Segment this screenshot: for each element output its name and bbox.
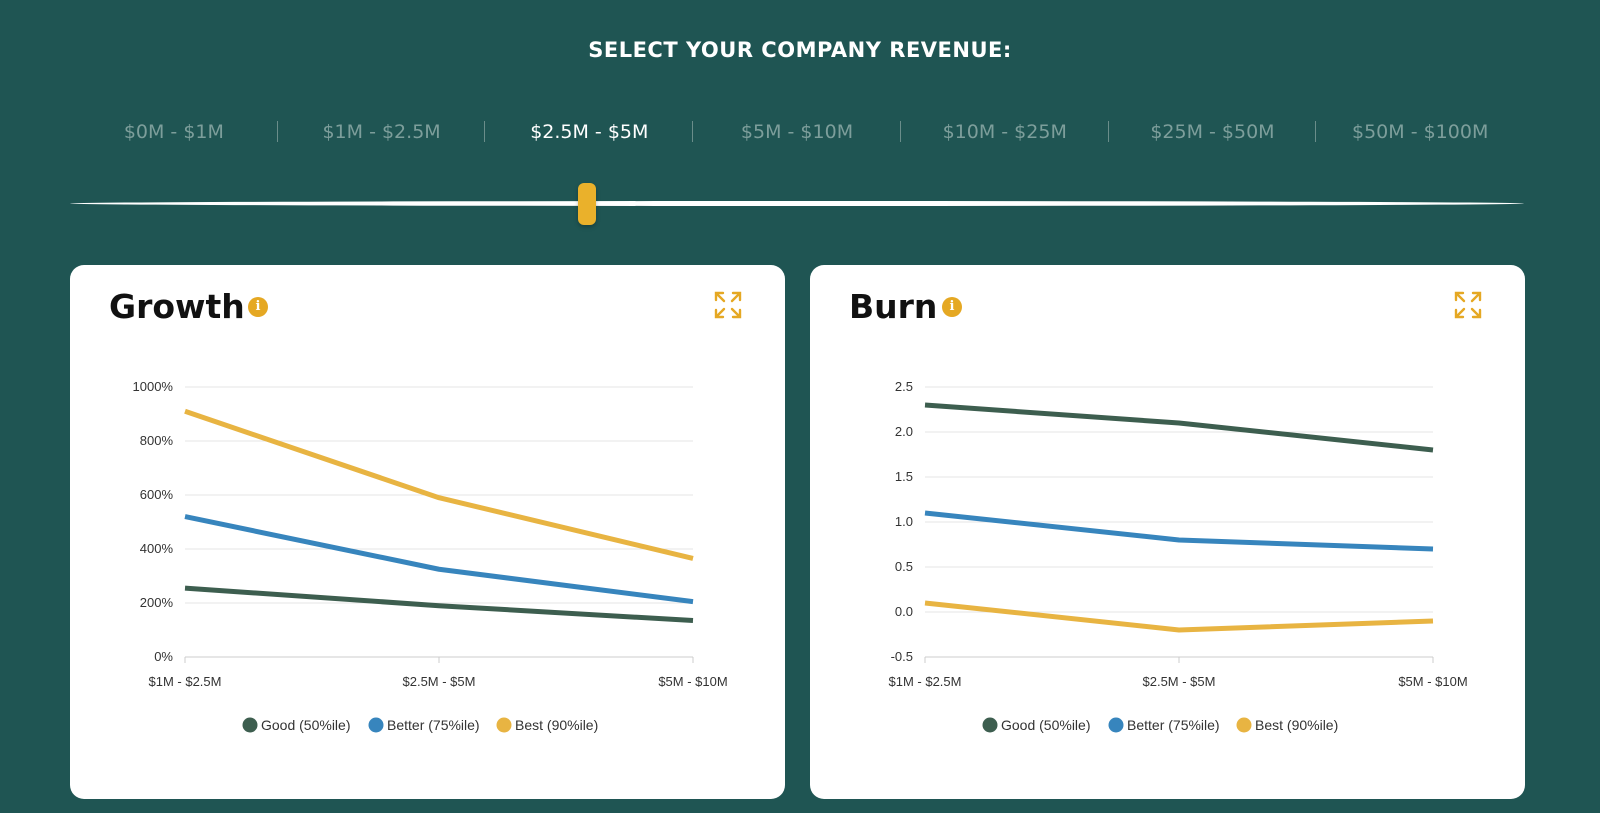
y-tick-label: 1.0 — [895, 514, 913, 529]
y-tick-label: 400% — [140, 541, 174, 556]
legend-marker[interactable] — [242, 717, 258, 733]
burn-card: Burn i -0.5 0.0 0.5 1.0 1.5 2.0 2.5 $1M - $2.5M… — [810, 265, 1525, 799]
legend-label[interactable]: Better (75%ile) — [387, 717, 480, 733]
y-tick-label: 600% — [140, 487, 174, 502]
x-tick-label: $1M - $2.5M — [149, 674, 222, 689]
y-tick-label: 1.5 — [895, 469, 913, 484]
legend-label[interactable]: Good (50%ile) — [261, 717, 351, 733]
revenue-range-list: $0M - $1M $1M - $2.5M $2.5M - $5M $5M - … — [70, 114, 1524, 150]
card-title: Burn — [849, 287, 938, 326]
info-icon[interactable]: i — [248, 297, 268, 317]
range-option[interactable]: $2.5M - $5M — [485, 114, 693, 150]
revenue-slider-track[interactable] — [70, 201, 1524, 206]
series-line[interactable] — [184, 408, 694, 561]
legend-marker[interactable] — [982, 717, 998, 733]
series-line[interactable] — [924, 402, 1434, 453]
y-tick-label: 800% — [140, 433, 174, 448]
y-tick-label: 0.0 — [895, 604, 913, 619]
legend-label[interactable]: Good (50%ile) — [1001, 717, 1091, 733]
legend-label[interactable]: Best (90%ile) — [515, 717, 598, 733]
series-line[interactable] — [184, 585, 694, 624]
legend-marker[interactable] — [1108, 717, 1124, 733]
range-option[interactable]: $25M - $50M — [1109, 114, 1317, 150]
y-tick-label: 2.5 — [895, 379, 913, 394]
legend-marker[interactable] — [368, 717, 384, 733]
x-tick-label: $2.5M - $5M — [1143, 674, 1216, 689]
card-title: Growth — [109, 287, 245, 326]
y-tick-label: 200% — [140, 595, 174, 610]
range-option[interactable]: $10M - $25M — [901, 114, 1109, 150]
y-tick-label: -0.5 — [891, 649, 913, 664]
revenue-slider-thumb[interactable] — [578, 183, 596, 225]
range-option[interactable]: $5M - $10M — [693, 114, 901, 150]
series-line[interactable] — [924, 510, 1434, 552]
legend-marker[interactable] — [1236, 717, 1252, 733]
x-tick-label: $2.5M - $5M — [403, 674, 476, 689]
growth-card: Growth i 0% 200% 400% 600% 800% 1000% $1M - $2… — [70, 265, 785, 799]
burn-chart: -0.5 0.0 0.5 1.0 1.5 2.0 2.5 $1M - $2.5M $2.5M -… — [889, 379, 1468, 733]
expand-icon[interactable] — [1453, 290, 1483, 320]
y-tick-label: 0% — [154, 649, 173, 664]
legend-label[interactable]: Best (90%ile) — [1255, 717, 1338, 733]
x-tick-label: $5M - $10M — [1398, 674, 1467, 689]
range-option[interactable]: $50M - $100M — [1352, 121, 1489, 143]
legend-marker[interactable] — [496, 717, 512, 733]
info-icon[interactable]: i — [942, 297, 962, 317]
x-tick-label: $1M - $2.5M — [889, 674, 962, 689]
y-tick-label: 1000% — [133, 379, 174, 394]
expand-icon[interactable] — [713, 290, 743, 320]
legend-label[interactable]: Better (75%ile) — [1127, 717, 1220, 733]
y-tick-label: 0.5 — [895, 559, 913, 574]
revenue-selector-heading: SELECT YOUR COMPANY REVENUE: — [588, 38, 1012, 62]
series-line[interactable] — [184, 514, 694, 605]
x-tick-label: $5M - $10M — [658, 674, 727, 689]
growth-chart: 0% 200% 400% 600% 800% 1000% $1M - $2.5M $2.5M … — [133, 379, 728, 733]
range-option[interactable]: $0M - $1M — [70, 114, 278, 150]
y-tick-label: 2.0 — [895, 424, 913, 439]
range-option[interactable]: $1M - $2.5M — [278, 114, 486, 150]
series-line[interactable] — [924, 600, 1434, 633]
